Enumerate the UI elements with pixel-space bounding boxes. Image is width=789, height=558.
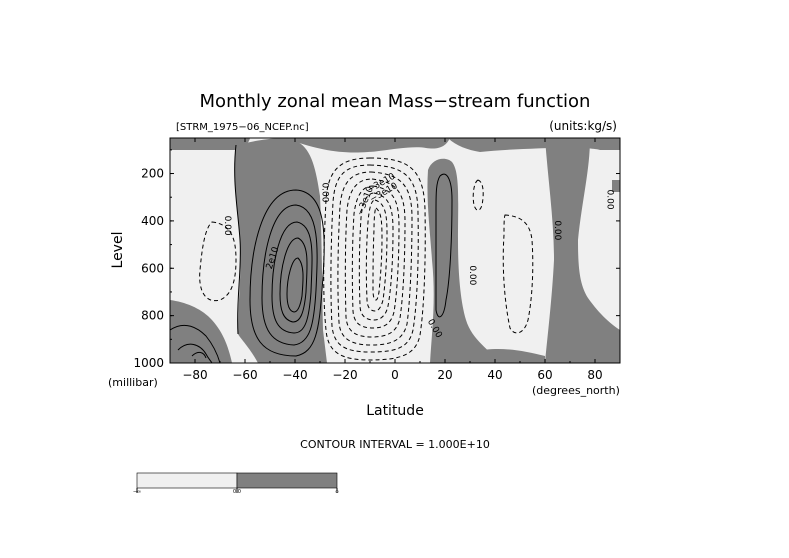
positive-region-top-band	[262, 138, 450, 153]
chart-title: Monthly zonal mean Mass−stream function	[200, 91, 591, 112]
contour-line	[323, 157, 426, 361]
positive-region-sh-ferrel	[234, 138, 327, 363]
positive-region-right-edge	[612, 180, 620, 192]
positive-region-nh-polar	[545, 138, 620, 363]
positive-region-nh-hadley	[427, 158, 500, 363]
x-tick-label: −60	[232, 368, 257, 382]
contour-line	[286, 257, 304, 313]
y-tick-label: 600	[141, 261, 164, 275]
contour-label: 0.00	[467, 265, 477, 285]
contour-line	[435, 173, 453, 318]
x-axis-units: (degrees_north)	[532, 384, 620, 397]
x-tick-label: 20	[437, 368, 452, 382]
contour-line	[365, 199, 388, 312]
contour-label: 0.00	[222, 216, 232, 236]
positive-contours	[170, 144, 453, 363]
contour-interval: CONTOUR INTERVAL = 1.000E+10	[300, 438, 490, 451]
y-axis-label: Level	[110, 232, 126, 269]
chart-subtitle-file: [STRM_1975−06_NCEP.nc]	[176, 122, 309, 133]
positive-region-top-left	[170, 138, 250, 150]
colorbar-label-min: −∞	[133, 489, 141, 495]
contour-line	[337, 171, 413, 346]
contour-line	[358, 192, 394, 321]
colorbar-label-max: ∞	[335, 489, 339, 495]
contour-label: 0.00	[320, 182, 330, 202]
x-tick-label: 40	[487, 368, 502, 382]
x-axis-label: Latitude	[366, 403, 424, 419]
contour-line	[170, 324, 221, 363]
contour-line	[261, 204, 318, 346]
positive-region-nh-surface	[470, 349, 545, 363]
y-tick-label: 1000	[133, 356, 164, 370]
chart-subtitle-units: (units:kg/s)	[549, 119, 617, 133]
contour-line	[330, 164, 419, 353]
colorbar: −∞ 0.0 ∞	[133, 472, 339, 495]
y-axis: 1000 800 600 400 200	[133, 149, 620, 370]
x-axis: −80 −60 −40 −20 0 20 40 60 80	[169, 138, 621, 382]
y-tick-label: 400	[141, 214, 164, 228]
x-tick-label: −80	[182, 368, 207, 382]
x-tick-label: 0	[391, 368, 399, 382]
y-tick-label: 800	[141, 309, 164, 323]
colorbar-label-zero: 0.0	[233, 489, 241, 495]
x-tick-label: 60	[537, 368, 552, 382]
contour-line	[372, 207, 383, 301]
y-axis-units: (millibar)	[108, 376, 158, 389]
contour-label: 0.00	[605, 190, 615, 210]
x-tick-label: −20	[332, 368, 357, 382]
contour-line	[472, 179, 484, 211]
contour-label: 0.00	[552, 220, 562, 240]
contour-line	[279, 237, 308, 323]
contour-line	[191, 351, 207, 359]
x-tick-label: −40	[282, 368, 307, 382]
contour-plot-area	[170, 138, 620, 363]
negative-contours	[199, 157, 534, 361]
contour-line	[271, 221, 313, 334]
contour-line	[234, 144, 241, 335]
x-tick-label: 80	[587, 368, 602, 382]
contour-line	[199, 221, 237, 302]
contour-line	[249, 189, 325, 357]
contour-line	[177, 343, 213, 363]
y-tick-label: 200	[141, 167, 164, 181]
colorbar-positive-swatch	[236, 472, 338, 489]
colorbar-negative-swatch	[136, 472, 238, 489]
contour-line	[351, 185, 400, 329]
contour-line	[344, 178, 406, 338]
